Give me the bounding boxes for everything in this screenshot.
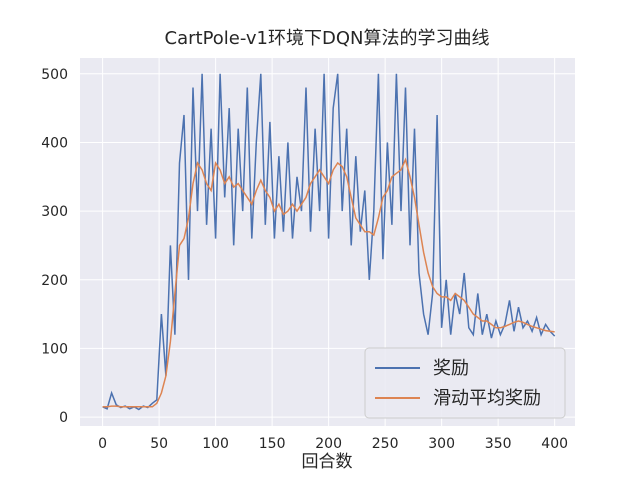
y-tick-label: 400 [41,135,68,151]
y-tick-label: 100 [41,341,68,357]
x-tick-label: 100 [202,436,229,452]
x-tick-label: 400 [541,436,568,452]
chart-title: CartPole-v1环境下DQN算法的学习曲线 [165,28,490,49]
x-tick-label: 0 [98,436,107,452]
y-tick-label: 200 [41,273,68,289]
x-tick-label: 250 [372,436,399,452]
x-tick-label: 350 [485,436,512,452]
legend-label: 滑动平均奖励 [433,388,541,409]
x-tick-label: 200 [315,436,342,452]
x-tick-label: 50 [150,436,168,452]
x-tick-label: 300 [428,436,455,452]
x-axis-label: 回合数 [302,452,353,472]
y-tick-label: 0 [59,410,68,426]
legend-box [364,347,566,419]
series-line [102,157,555,408]
y-tick-label: 500 [41,67,68,83]
series-line [102,73,556,411]
y-tick-label: 300 [41,204,68,220]
legend-label: 奖励 [433,358,469,379]
x-tick-label: 150 [259,436,286,452]
